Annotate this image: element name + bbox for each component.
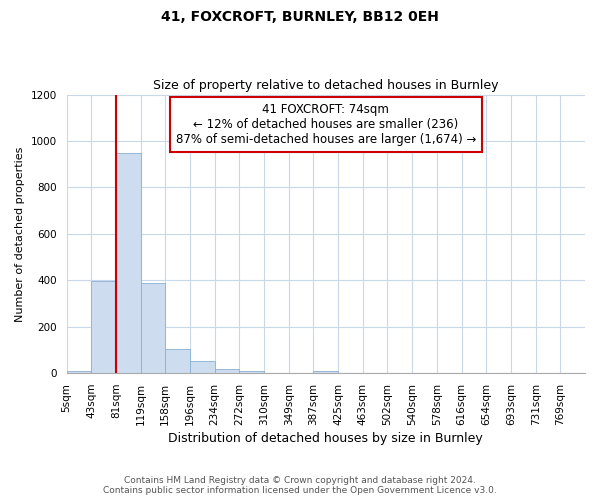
Text: 41 FOXCROFT: 74sqm
← 12% of detached houses are smaller (236)
87% of semi-detach: 41 FOXCROFT: 74sqm ← 12% of detached hou… [176, 103, 476, 146]
Text: Contains HM Land Registry data © Crown copyright and database right 2024.
Contai: Contains HM Land Registry data © Crown c… [103, 476, 497, 495]
Bar [264, 372, 289, 373]
Title: Size of property relative to detached houses in Burnley: Size of property relative to detached ho… [153, 79, 499, 92]
Bar [215, 368, 239, 373]
Bar [116, 152, 140, 373]
Bar [165, 349, 190, 373]
Text: 41, FOXCROFT, BURNLEY, BB12 0EH: 41, FOXCROFT, BURNLEY, BB12 0EH [161, 10, 439, 24]
X-axis label: Distribution of detached houses by size in Burnley: Distribution of detached houses by size … [169, 432, 483, 445]
Bar [239, 372, 264, 373]
Bar [313, 371, 338, 373]
Bar [140, 282, 165, 373]
Y-axis label: Number of detached properties: Number of detached properties [15, 146, 25, 322]
Bar [91, 282, 116, 373]
Bar [190, 361, 215, 373]
Bar [67, 371, 91, 373]
